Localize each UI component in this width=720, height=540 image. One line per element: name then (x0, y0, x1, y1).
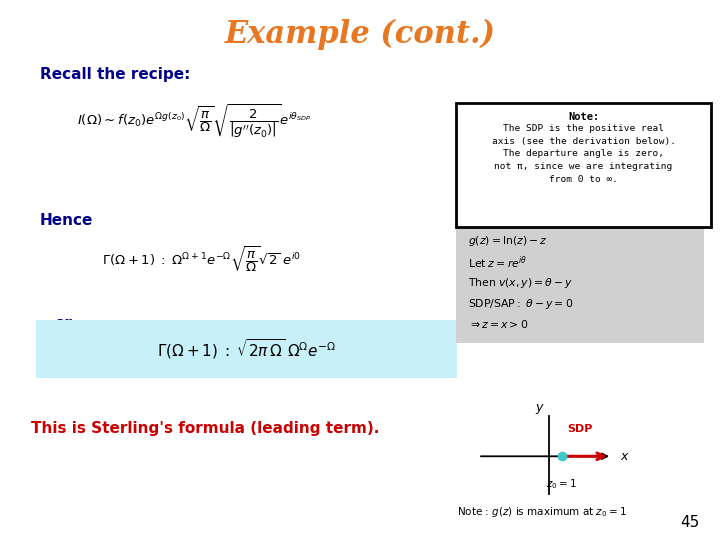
Text: Note : $g(z)$ is maximum at $z_0 = 1$: Note : $g(z)$ is maximum at $z_0 = 1$ (457, 505, 627, 519)
Text: $z_0 = 1$: $z_0 = 1$ (546, 477, 577, 491)
Text: $\Gamma(\Omega+1) \; : \; \sqrt{2\pi\,\Omega}\; \Omega^\Omega e^{-\Omega}$: $\Gamma(\Omega+1) \; : \; \sqrt{2\pi\,\O… (157, 337, 336, 361)
Text: The SDP is the positive real
axis (see the derivation below).
The departure angl: The SDP is the positive real axis (see t… (492, 124, 675, 184)
FancyBboxPatch shape (36, 320, 457, 378)
Text: Example (cont.): Example (cont.) (225, 19, 495, 50)
Text: $y$: $y$ (535, 402, 545, 416)
Text: 45: 45 (680, 515, 700, 530)
Text: SDP: SDP (567, 423, 593, 434)
Text: Recall the recipe:: Recall the recipe: (40, 68, 190, 83)
Text: $\Rightarrow z = x > 0$: $\Rightarrow z = x > 0$ (468, 318, 528, 330)
Text: $\mathrm{Let}\; z = re^{i\theta}$: $\mathrm{Let}\; z = re^{i\theta}$ (468, 255, 527, 272)
Text: $\mathrm{SDP/SAP:}\; \theta - y = 0$: $\mathrm{SDP/SAP:}\; \theta - y = 0$ (468, 297, 573, 311)
Text: This is Sterling's formula (leading term).: This is Sterling's formula (leading term… (31, 421, 379, 436)
Text: Note:: Note: (568, 112, 599, 122)
FancyBboxPatch shape (456, 221, 704, 343)
Text: $x$: $x$ (620, 450, 630, 463)
Text: $\mathrm{Then}\; v(x,y) = \theta - y$: $\mathrm{Then}\; v(x,y) = \theta - y$ (468, 276, 573, 290)
Text: Hence: Hence (40, 213, 93, 228)
Text: $g(z) = \ln(z) - z$: $g(z) = \ln(z) - z$ (468, 234, 548, 248)
Text: $I\left(\Omega\right) \sim f\left(z_0\right) e^{\Omega g(z_0)} \sqrt{\dfrac{\pi}: $I\left(\Omega\right) \sim f\left(z_0\ri… (77, 103, 312, 141)
FancyBboxPatch shape (456, 103, 711, 227)
Text: $\Gamma(\Omega+1) \; : \; \Omega^{\Omega+1} e^{-\Omega} \sqrt{\dfrac{\pi}{\Omega: $\Gamma(\Omega+1) \; : \; \Omega^{\Omega… (102, 245, 301, 275)
Text: or: or (54, 316, 72, 331)
